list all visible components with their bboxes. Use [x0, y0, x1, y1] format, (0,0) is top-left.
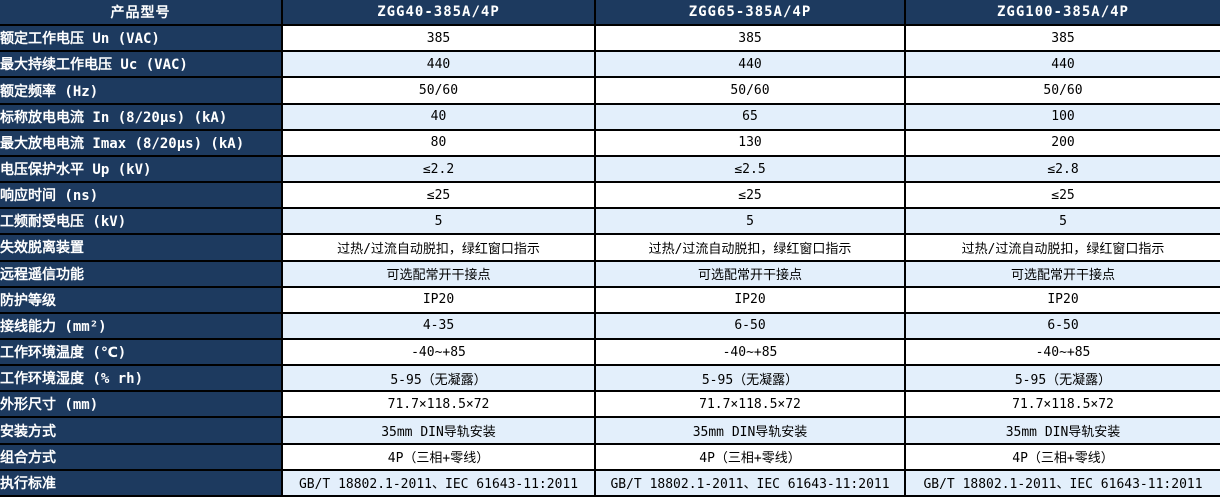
spec-value-cell: 5-95（无凝露）	[904, 364, 1220, 393]
spec-value-cell: 200	[904, 128, 1220, 157]
row-label: 标称放电电流 In (8/20μs) (kA)	[0, 102, 283, 131]
row-label: 响应时间 (ns)	[0, 181, 283, 210]
row-label: 接线能力 (mm²)	[0, 311, 283, 341]
spec-value-cell: 35mm DIN导轨安装	[281, 416, 596, 445]
spec-value-cell: IP20	[281, 285, 596, 314]
header-product-3: ZGG100-385A/4P	[904, 0, 1220, 27]
row-label: 工作环境湿度 (% rh)	[0, 364, 283, 393]
table-row: 工频耐受电压 (kV) 5 5 5	[0, 207, 1220, 236]
spec-value-cell: ≤25	[904, 181, 1220, 210]
table-row: 响应时间 (ns) ≤25 ≤25 ≤25	[0, 181, 1220, 210]
spec-value-cell: 71.7×118.5×72	[594, 390, 906, 419]
row-label: 执行标准	[0, 468, 283, 497]
table-row: 外形尺寸 (mm) 71.7×118.5×72 71.7×118.5×72 71.7×…	[0, 390, 1220, 419]
table-row: 工作环境温度 (℃) -40~+85 -40~+85 -40~+85	[0, 338, 1220, 367]
spec-value-cell: 可选配常开干接点	[904, 259, 1220, 288]
table-row: 组合方式 4P（三相+零线） 4P（三相+零线） 4P（三相+零线）	[0, 442, 1220, 471]
spec-value-cell: 385	[281, 24, 596, 53]
spec-value-cell: 440	[904, 50, 1220, 79]
spec-value-cell: 5	[281, 207, 596, 236]
spec-value-cell: 6-50	[904, 311, 1220, 341]
spec-value-cell: 385	[904, 24, 1220, 53]
table-row: 防护等级 IP20 IP20 IP20	[0, 285, 1220, 314]
row-label: 外形尺寸 (mm)	[0, 390, 283, 419]
spec-value-cell: -40~+85	[904, 338, 1220, 367]
spec-value-cell: 385	[594, 24, 906, 53]
spec-value-cell: 过热/过流自动脱扣，绿红窗口指示	[904, 233, 1220, 262]
spec-value-cell: 71.7×118.5×72	[281, 390, 596, 419]
spec-value-cell: 过热/过流自动脱扣，绿红窗口指示	[594, 233, 906, 262]
spec-value-cell: 100	[904, 102, 1220, 131]
spec-value-cell: 50/60	[594, 76, 906, 105]
spec-value-cell: 4P（三相+零线）	[594, 442, 906, 471]
spec-value-cell: 可选配常开干接点	[281, 259, 596, 288]
spec-value-cell: GB/T 18802.1-2011、IEC 61643-11:2011	[904, 468, 1220, 497]
table-row: 失效脱离装置 过热/过流自动脱扣，绿红窗口指示 过热/过流自动脱扣，绿红窗口指示 过热…	[0, 233, 1220, 262]
spec-value-cell: -40~+85	[281, 338, 596, 367]
spec-value-cell: ≤2.2	[281, 154, 596, 184]
spec-value-cell: 130	[594, 128, 906, 157]
spec-value-cell: -40~+85	[594, 338, 906, 367]
spec-value-cell: ≤25	[281, 181, 596, 210]
row-label: 安装方式	[0, 416, 283, 445]
table-row: 工作环境湿度 (% rh) 5-95（无凝露） 5-95（无凝露） 5-95（无凝露）	[0, 364, 1220, 393]
table-header-row: 产品型号 ZGG40-385A/4P ZGG65-385A/4P ZGG100-…	[0, 0, 1220, 27]
spec-value-cell: 5-95（无凝露）	[594, 364, 906, 393]
row-label: 额定工作电压 Un (VAC)	[0, 24, 283, 53]
spec-value-cell: 4P（三相+零线）	[904, 442, 1220, 471]
table-row: 安装方式 35mm DIN导轨安装 35mm DIN导轨安装 35mm DIN导轨安装	[0, 416, 1220, 445]
header-label-cell: 产品型号	[0, 0, 283, 27]
table-row: 最大放电电流 Imax (8/20μs) (kA) 80 130 200	[0, 128, 1220, 157]
spec-value-cell: 40	[281, 102, 596, 131]
row-label: 远程遥信功能	[0, 259, 283, 288]
row-label: 最大放电电流 Imax (8/20μs) (kA)	[0, 128, 283, 157]
table-row: 额定频率 (Hz) 50/60 50/60 50/60	[0, 76, 1220, 105]
spec-value-cell: 4-35	[281, 311, 596, 341]
row-label: 防护等级	[0, 285, 283, 314]
row-label: 额定频率 (Hz)	[0, 76, 283, 105]
table-row: 最大持续工作电压 Uc (VAC) 440 440 440	[0, 50, 1220, 79]
table-row: 接线能力 (mm²) 4-35 6-50 6-50	[0, 311, 1220, 341]
spec-value-cell: 35mm DIN导轨安装	[904, 416, 1220, 445]
table-row: 额定工作电压 Un (VAC) 385 385 385	[0, 24, 1220, 53]
spec-value-cell: 50/60	[281, 76, 596, 105]
row-label: 组合方式	[0, 442, 283, 471]
header-product-2: ZGG65-385A/4P	[594, 0, 906, 27]
spec-value-cell: 4P（三相+零线）	[281, 442, 596, 471]
spec-value-cell: 5	[904, 207, 1220, 236]
row-label: 工频耐受电压 (kV)	[0, 207, 283, 236]
spec-value-cell: 71.7×118.5×72	[904, 390, 1220, 419]
table-row: 执行标准 GB/T 18802.1-2011、IEC 61643-11:2011 G…	[0, 468, 1220, 497]
header-product-1: ZGG40-385A/4P	[281, 0, 596, 27]
spec-value-cell: 6-50	[594, 311, 906, 341]
table-row: 远程遥信功能 可选配常开干接点 可选配常开干接点 可选配常开干接点	[0, 259, 1220, 288]
spec-value-cell: 过热/过流自动脱扣，绿红窗口指示	[281, 233, 596, 262]
spec-value-cell: GB/T 18802.1-2011、IEC 61643-11:2011	[281, 468, 596, 497]
spec-value-cell: ≤2.8	[904, 154, 1220, 184]
spec-value-cell: 35mm DIN导轨安装	[594, 416, 906, 445]
spec-value-cell: IP20	[904, 285, 1220, 314]
spec-value-cell: IP20	[594, 285, 906, 314]
spec-value-cell: 65	[594, 102, 906, 131]
spec-value-cell: ≤25	[594, 181, 906, 210]
row-label: 失效脱离装置	[0, 233, 283, 262]
spec-value-cell: 5-95（无凝露）	[281, 364, 596, 393]
row-label: 电压保护水平 Up (kV)	[0, 154, 283, 184]
row-label: 工作环境温度 (℃)	[0, 338, 283, 367]
spec-value-cell: 440	[281, 50, 596, 79]
spec-value-cell: 5	[594, 207, 906, 236]
spec-value-cell: GB/T 18802.1-2011、IEC 61643-11:2011	[594, 468, 906, 497]
row-label: 最大持续工作电压 Uc (VAC)	[0, 50, 283, 79]
spec-value-cell: 440	[594, 50, 906, 79]
table-row: 电压保护水平 Up (kV) ≤2.2 ≤2.5 ≤2.8	[0, 154, 1220, 184]
spec-value-cell: 可选配常开干接点	[594, 259, 906, 288]
spec-value-cell: 80	[281, 128, 596, 157]
table-row: 标称放电电流 In (8/20μs) (kA) 40 65 100	[0, 102, 1220, 131]
spec-value-cell: ≤2.5	[594, 154, 906, 184]
spec-value-cell: 50/60	[904, 76, 1220, 105]
